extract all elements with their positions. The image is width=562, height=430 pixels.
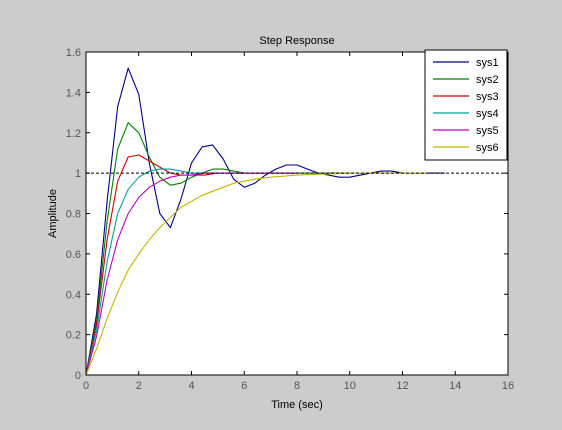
- series-line-sys6: [85, 172, 429, 376]
- y-tick-label: 0.4: [66, 289, 81, 301]
- y-axis-label: Amplitude: [47, 189, 59, 238]
- y-tick-label: 0.8: [66, 209, 81, 221]
- y-tick-label: 1: [75, 168, 81, 180]
- x-tick-label: 16: [502, 380, 514, 392]
- x-tick-label: 8: [294, 380, 300, 392]
- x-tick-label: 0: [83, 380, 89, 392]
- x-axis-label: Time (sec): [271, 399, 323, 411]
- legend-label-sys2: sys2: [476, 74, 499, 86]
- x-tick-label: 2: [136, 380, 142, 392]
- x-tick-label: 12: [396, 380, 408, 392]
- legend-label-sys4: sys4: [476, 108, 499, 120]
- chart-title: Step Response: [259, 35, 334, 47]
- x-tick-label: 6: [241, 380, 247, 392]
- x-tick-label: 14: [449, 380, 461, 392]
- y-tick-label: 0.2: [66, 330, 81, 342]
- legend-label-sys5: sys5: [476, 125, 499, 137]
- legend-box: [424, 49, 508, 161]
- y-tick-label: 0.6: [66, 249, 81, 261]
- series-line-sys1: [85, 67, 445, 376]
- ticks-layer: 0 2 4 6 8 10 12 14 16 0 0.2 0.4 0.6 0.8 1 1.2 1.4 1.6: [66, 47, 514, 392]
- y-tick-label: 1.6: [66, 47, 81, 59]
- y-tick-label: 1.2: [66, 128, 81, 140]
- legend-label-sys3: sys3: [476, 91, 499, 103]
- x-tick-label: 4: [188, 380, 194, 392]
- y-tick-label: 1.4: [66, 87, 81, 99]
- legend-label-sys1: sys1: [476, 57, 499, 69]
- legend-label-sys6: sys6: [476, 142, 499, 154]
- series-layer: [85, 67, 445, 376]
- legend[interactable]: sys1 sys2 sys3 sys4 sys5 sys6: [424, 49, 508, 161]
- y-tick-label: 0: [75, 370, 81, 382]
- x-tick-label: 10: [344, 380, 356, 392]
